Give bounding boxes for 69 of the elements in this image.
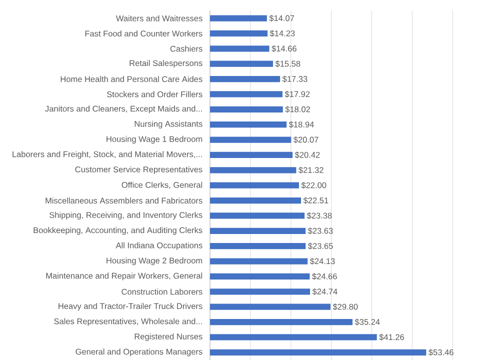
y-tick-label: Home Health and Personal Care Aides (60, 76, 202, 82)
y-tick-label: Heavy and Tractor-Trailer Truck Drivers (58, 302, 202, 311)
bar (210, 228, 306, 234)
y-tick-label: Maintenance and Repair Workers, General (46, 272, 202, 280)
data-label: $23.65 (308, 242, 333, 250)
y-tick-label: Office Clerks, General (122, 182, 202, 189)
bar (210, 30, 268, 37)
bar (210, 167, 296, 174)
y-tick-label: Housing Wage 2 Bedroom (106, 257, 202, 266)
data-label: $14.23 (270, 30, 295, 37)
y-tick-label: Registered Nurses (134, 333, 202, 342)
data-label: $23.38 (306, 212, 332, 220)
bar (210, 212, 305, 219)
data-label: $41.26 (379, 334, 404, 341)
data-label: $29.80 (332, 304, 358, 310)
bar (210, 106, 283, 112)
bar (210, 273, 310, 280)
y-tick-label: Nursing Assistants (134, 120, 202, 128)
bar (210, 46, 270, 52)
data-label: $20.42 (294, 152, 320, 158)
y-tick-label: Waiters and Waitresses (116, 15, 202, 22)
bar (210, 91, 282, 98)
bar (210, 182, 299, 188)
bar (210, 152, 293, 158)
y-tick-label: Cashiers (170, 46, 202, 52)
y-tick-label: Retail Salespersons (130, 60, 202, 68)
y-tick-label: Shipping, Receiving, and Inventory Clerks (50, 212, 202, 220)
data-label: $53.46 (428, 349, 454, 356)
bar (210, 197, 302, 204)
data-label: $15.58 (275, 60, 300, 68)
y-tick-label: General and Operations Managers (76, 348, 202, 356)
bar (210, 304, 331, 310)
y-tick-label: Laborers and Freight, Stock, and Material Movers,... (12, 151, 202, 159)
bar (210, 334, 377, 340)
data-label: $22.00 (301, 182, 326, 189)
bar (210, 60, 274, 67)
data-label: $23.63 (308, 228, 333, 234)
data-label: $18.02 (285, 106, 310, 113)
bar (210, 258, 308, 264)
data-label: $24.66 (312, 273, 337, 280)
data-label: $24.74 (312, 288, 338, 295)
data-label: $14.66 (272, 45, 296, 52)
data-label: $14.07 (269, 14, 294, 22)
bar (210, 15, 267, 22)
y-tick-label: All Indiana Occupations (116, 242, 202, 250)
y-tick-label: Stockers and Order Fillers (106, 91, 202, 98)
data-label: $17.92 (284, 90, 310, 98)
bar (210, 349, 426, 356)
y-tick-label: Construction Laborers (122, 288, 202, 295)
y-tick-label: Sales Representatives, Wholesale and... (54, 318, 202, 326)
y-tick-label: Janitors and Cleaners, Except Maids and... (45, 106, 202, 114)
data-label: $24.13 (310, 258, 335, 265)
data-label: $17.33 (282, 76, 308, 82)
data-label: $18.94 (288, 121, 314, 128)
data-label: $35.24 (354, 318, 380, 326)
y-tick-label: Customer Service Representatives (75, 166, 202, 174)
bar (210, 122, 287, 128)
bar (210, 288, 310, 295)
data-label: $22.51 (303, 197, 328, 204)
y-tick-label: Housing Wage 1 Bedroom (106, 136, 202, 144)
bar (210, 76, 280, 82)
bar (210, 136, 292, 143)
data-label: $20.07 (294, 136, 318, 144)
data-label: $21.32 (298, 166, 324, 174)
y-tick-label: Miscellaneous Assemblers and Fabricators (46, 197, 202, 204)
y-tick-label: Fast Food and Counter Workers (85, 30, 202, 36)
y-tick-label: Bookkeeping, Accounting, and Auditing Clerks (34, 227, 202, 235)
bar (210, 243, 306, 250)
bar (210, 318, 353, 326)
